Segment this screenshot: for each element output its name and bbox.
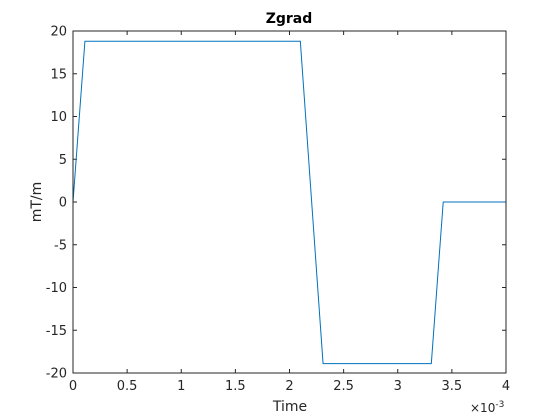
x-tick-label: 0 — [69, 379, 77, 394]
axes-box — [72, 30, 507, 374]
x-axis-exponent: ×10-3 — [470, 400, 504, 415]
x-tick-label: 0.5 — [117, 379, 138, 394]
y-tick-label: 5 — [59, 153, 67, 168]
y-tick-label: -20 — [46, 367, 67, 382]
y-axis-label: mT/m — [29, 182, 45, 223]
series-line — [72, 40, 506, 365]
x-tick-label: 1.5 — [225, 379, 246, 394]
y-axis-ticks: -20 -15 -10 -5 0 5 10 15 20 — [46, 25, 506, 382]
x-tick-label: 3.5 — [442, 379, 463, 394]
y-tick-label: -5 — [54, 238, 67, 253]
x-axis-ticks: 0 0.5 1 1.5 2 2.5 3 3.5 4 — [69, 31, 510, 394]
y-tick-label: 10 — [50, 110, 67, 125]
chart-title: Zgrad — [266, 11, 313, 27]
y-tick-label: 20 — [50, 25, 67, 40]
x-axis-label: Time — [272, 399, 307, 415]
x-tick-label: 2 — [285, 379, 293, 394]
x-exponent-power: -3 — [495, 400, 504, 410]
plot-area — [73, 31, 506, 373]
x-tick-label: 4 — [502, 379, 510, 394]
y-tick-label: -15 — [46, 324, 67, 339]
x-tick-label: 2.5 — [333, 379, 354, 394]
y-tick-label: 15 — [50, 67, 67, 82]
series-group — [72, 40, 506, 365]
x-tick-label: 1 — [177, 379, 185, 394]
y-tick-label: -10 — [46, 281, 67, 296]
x-tick-label: 3 — [394, 379, 402, 394]
x-exponent-base: ×10 — [470, 401, 495, 415]
y-tick-label: 0 — [59, 196, 67, 211]
